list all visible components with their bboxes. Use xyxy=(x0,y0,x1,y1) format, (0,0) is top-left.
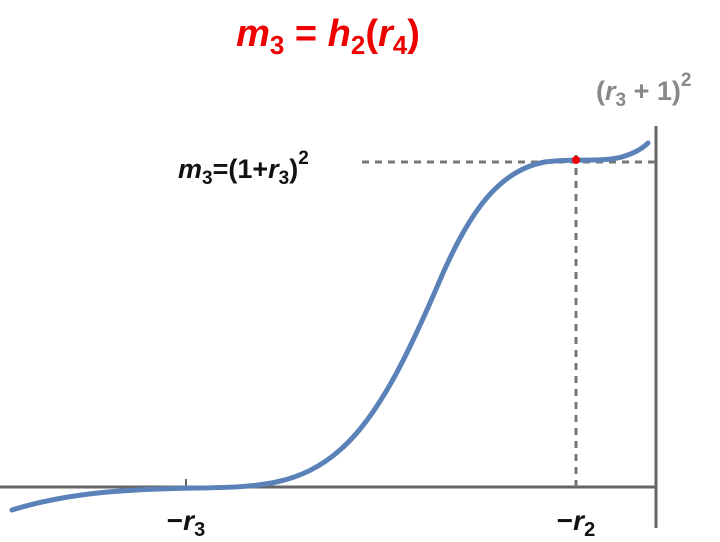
label-part: 2 xyxy=(298,148,309,169)
label-part: 2 xyxy=(681,70,692,91)
label-part: =(1+ xyxy=(213,154,269,184)
label-part: − xyxy=(557,505,573,536)
title-part: = xyxy=(284,13,327,55)
label-part: − xyxy=(167,505,183,536)
label-part: r xyxy=(183,505,196,536)
point xyxy=(572,156,580,164)
title-part: 2 xyxy=(351,30,365,60)
title: m3 = h2(r4) xyxy=(236,13,420,60)
label-part: + 1) xyxy=(626,76,681,106)
label-part: 3 xyxy=(194,519,205,541)
title-part: ) xyxy=(407,13,420,55)
label-part: r xyxy=(268,154,280,184)
title-part: 4 xyxy=(393,30,408,60)
title-part: m xyxy=(236,13,270,55)
y-label: m3=(1+r3)2 xyxy=(178,148,309,189)
label-part: 3 xyxy=(279,168,290,189)
label-part: m xyxy=(178,154,202,184)
x-label: −r3 xyxy=(167,505,205,541)
curve xyxy=(9,140,651,513)
label-part: ( xyxy=(596,76,605,106)
corner-label: (r3 + 1)2 xyxy=(596,70,691,111)
title-part: h xyxy=(328,13,351,55)
label-part: 3 xyxy=(616,90,627,111)
label-part: r xyxy=(605,76,617,106)
title-part: 3 xyxy=(270,30,284,60)
label-part: 3 xyxy=(202,168,213,189)
title-part: ( xyxy=(365,13,378,55)
title-part: r xyxy=(378,13,395,55)
label-part: ) xyxy=(289,154,298,184)
label-part: r xyxy=(573,505,586,536)
label-part: 2 xyxy=(584,519,595,541)
x-label: −r2 xyxy=(557,505,595,541)
